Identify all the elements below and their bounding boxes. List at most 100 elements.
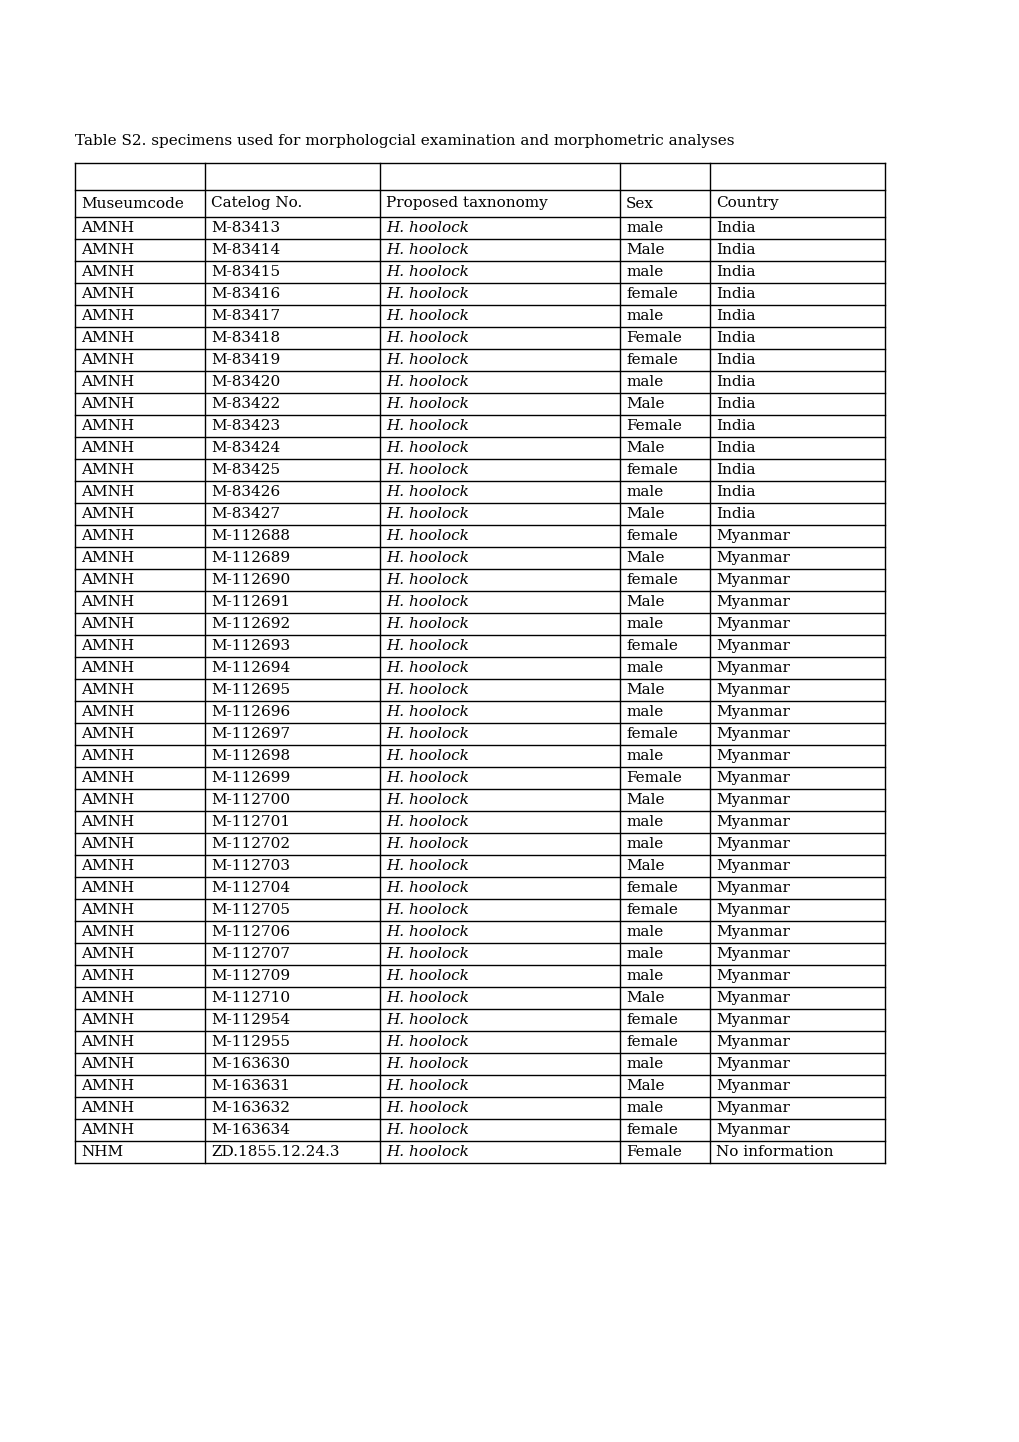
- Text: India: India: [715, 353, 755, 368]
- Text: AMNH: AMNH: [81, 836, 133, 851]
- Text: H. hoolock: H. hoolock: [385, 551, 469, 565]
- Text: Myanmar: Myanmar: [715, 727, 789, 741]
- Text: male: male: [626, 617, 662, 632]
- Text: H. hoolock: H. hoolock: [385, 859, 469, 872]
- Text: M-83426: M-83426: [211, 485, 280, 499]
- Text: Female: Female: [626, 771, 682, 784]
- Text: Myanmar: Myanmar: [715, 551, 789, 565]
- Text: M-163631: M-163631: [211, 1079, 289, 1093]
- Text: Myanmar: Myanmar: [715, 639, 789, 653]
- Text: M-112699: M-112699: [211, 771, 290, 784]
- Text: AMNH: AMNH: [81, 244, 133, 257]
- Text: Myanmar: Myanmar: [715, 903, 789, 917]
- Text: female: female: [626, 881, 678, 895]
- Text: Myanmar: Myanmar: [715, 617, 789, 632]
- Text: male: male: [626, 705, 662, 720]
- Text: H. hoolock: H. hoolock: [385, 1145, 469, 1159]
- Text: Male: Male: [626, 859, 663, 872]
- Text: Myanmar: Myanmar: [715, 815, 789, 829]
- Text: AMNH: AMNH: [81, 617, 133, 632]
- Text: H. hoolock: H. hoolock: [385, 1123, 469, 1136]
- Text: AMNH: AMNH: [81, 705, 133, 720]
- Text: M-112705: M-112705: [211, 903, 289, 917]
- Text: India: India: [715, 221, 755, 235]
- Text: H. hoolock: H. hoolock: [385, 508, 469, 521]
- Text: H. hoolock: H. hoolock: [385, 969, 469, 983]
- Text: India: India: [715, 420, 755, 433]
- Text: Myanmar: Myanmar: [715, 1035, 789, 1048]
- Text: M-112701: M-112701: [211, 815, 289, 829]
- Text: Myanmar: Myanmar: [715, 881, 789, 895]
- Text: AMNH: AMNH: [81, 748, 133, 763]
- Text: M-83417: M-83417: [211, 309, 280, 323]
- Text: M-112954: M-112954: [211, 1012, 289, 1027]
- Text: AMNH: AMNH: [81, 353, 133, 368]
- Text: female: female: [626, 1123, 678, 1136]
- Text: female: female: [626, 463, 678, 477]
- Text: H. hoolock: H. hoolock: [385, 375, 469, 389]
- Text: M-112694: M-112694: [211, 660, 290, 675]
- Text: Myanmar: Myanmar: [715, 1102, 789, 1115]
- Text: female: female: [626, 1012, 678, 1027]
- Text: AMNH: AMNH: [81, 221, 133, 235]
- Text: male: male: [626, 265, 662, 278]
- Text: AMNH: AMNH: [81, 947, 133, 960]
- Text: Male: Male: [626, 1079, 663, 1093]
- Text: male: male: [626, 836, 662, 851]
- Text: M-83422: M-83422: [211, 397, 280, 411]
- Text: Myanmar: Myanmar: [715, 947, 789, 960]
- Text: male: male: [626, 969, 662, 983]
- Text: Male: Male: [626, 596, 663, 609]
- Text: India: India: [715, 397, 755, 411]
- Text: male: male: [626, 815, 662, 829]
- Text: Male: Male: [626, 508, 663, 521]
- Text: AMNH: AMNH: [81, 529, 133, 544]
- Text: H. hoolock: H. hoolock: [385, 924, 469, 939]
- Text: AMNH: AMNH: [81, 815, 133, 829]
- Text: AMNH: AMNH: [81, 572, 133, 587]
- Text: female: female: [626, 572, 678, 587]
- Text: M-112703: M-112703: [211, 859, 289, 872]
- Text: Male: Male: [626, 684, 663, 696]
- Text: Sex: Sex: [626, 196, 653, 211]
- Text: M-112707: M-112707: [211, 947, 289, 960]
- Text: M-83415: M-83415: [211, 265, 280, 278]
- Text: M-112696: M-112696: [211, 705, 290, 720]
- Text: female: female: [626, 353, 678, 368]
- Text: H. hoolock: H. hoolock: [385, 771, 469, 784]
- Text: M-112692: M-112692: [211, 617, 290, 632]
- Text: male: male: [626, 375, 662, 389]
- Text: H. hoolock: H. hoolock: [385, 287, 469, 301]
- Text: ZD.1855.12.24.3: ZD.1855.12.24.3: [211, 1145, 339, 1159]
- Text: H. hoolock: H. hoolock: [385, 660, 469, 675]
- Text: H. hoolock: H. hoolock: [385, 1102, 469, 1115]
- Text: H. hoolock: H. hoolock: [385, 705, 469, 720]
- Text: H. hoolock: H. hoolock: [385, 420, 469, 433]
- Text: Male: Male: [626, 793, 663, 808]
- Text: M-112710: M-112710: [211, 991, 289, 1005]
- Text: H. hoolock: H. hoolock: [385, 221, 469, 235]
- Text: M-112697: M-112697: [211, 727, 289, 741]
- Text: Myanmar: Myanmar: [715, 991, 789, 1005]
- Text: AMNH: AMNH: [81, 771, 133, 784]
- Text: Proposed taxnonomy: Proposed taxnonomy: [385, 196, 547, 211]
- Text: Myanmar: Myanmar: [715, 572, 789, 587]
- Text: AMNH: AMNH: [81, 684, 133, 696]
- Text: male: male: [626, 485, 662, 499]
- Text: M-112693: M-112693: [211, 639, 289, 653]
- Text: H. hoolock: H. hoolock: [385, 332, 469, 345]
- Text: AMNH: AMNH: [81, 265, 133, 278]
- Text: India: India: [715, 287, 755, 301]
- Text: Male: Male: [626, 397, 663, 411]
- Text: India: India: [715, 265, 755, 278]
- Text: Myanmar: Myanmar: [715, 1057, 789, 1071]
- Text: AMNH: AMNH: [81, 441, 133, 456]
- Text: M-83420: M-83420: [211, 375, 280, 389]
- Text: M-83427: M-83427: [211, 508, 280, 521]
- Text: Myanmar: Myanmar: [715, 529, 789, 544]
- Text: M-112690: M-112690: [211, 572, 290, 587]
- Text: AMNH: AMNH: [81, 660, 133, 675]
- Text: Table S2. specimens used for morphologcial examination and morphometric analyses: Table S2. specimens used for morphologci…: [75, 134, 734, 149]
- Text: M-83418: M-83418: [211, 332, 280, 345]
- Text: H. hoolock: H. hoolock: [385, 748, 469, 763]
